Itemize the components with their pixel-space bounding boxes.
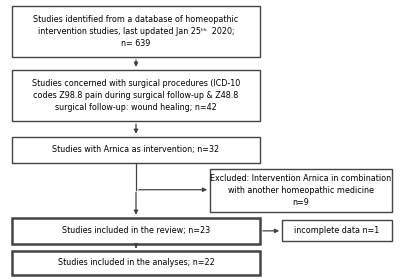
Text: Excluded: Intervention Arnica in combination
with another homeopathic medicine
n: Excluded: Intervention Arnica in combina… — [210, 174, 392, 207]
FancyBboxPatch shape — [12, 218, 260, 244]
FancyBboxPatch shape — [210, 169, 392, 212]
Text: Studies included in the review; n=23: Studies included in the review; n=23 — [62, 226, 210, 235]
FancyBboxPatch shape — [282, 220, 392, 241]
FancyBboxPatch shape — [12, 6, 260, 57]
FancyBboxPatch shape — [12, 251, 260, 275]
Text: incomplete data n=1: incomplete data n=1 — [294, 226, 380, 235]
FancyBboxPatch shape — [12, 137, 260, 163]
FancyBboxPatch shape — [12, 70, 260, 121]
Text: Studies concerned with surgical procedures (ICD-10
codes Z98.8 pain during surgi: Studies concerned with surgical procedur… — [32, 79, 240, 112]
Text: Studies included in the analyses; n=22: Studies included in the analyses; n=22 — [58, 258, 214, 268]
Text: Studies identified from a database of homeopathic
intervention studies, last upd: Studies identified from a database of ho… — [33, 15, 239, 48]
Text: Studies with Arnica as intervention; n=32: Studies with Arnica as intervention; n=3… — [52, 145, 220, 155]
